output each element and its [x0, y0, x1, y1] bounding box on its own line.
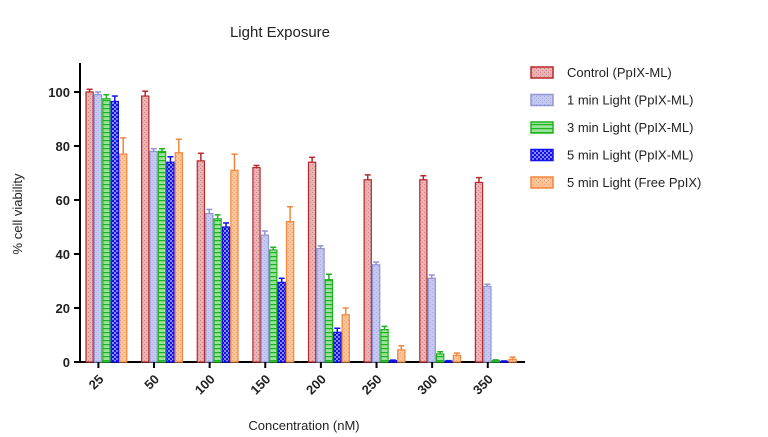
legend: Control (PpIX-ML) 1 min Light (PpIX-ML) 3 … — [530, 65, 701, 190]
legend-label: 1 min Light (PpIX-ML) — [567, 93, 693, 108]
x-tick-label: 200 — [303, 372, 329, 398]
bar — [341, 314, 350, 363]
bar — [307, 161, 317, 363]
legend-label: 5 min Light (Free PpIX) — [567, 175, 701, 190]
bar — [110, 100, 119, 363]
y-tick-label: 40 — [56, 247, 70, 262]
bar — [397, 349, 406, 363]
bar — [380, 329, 389, 363]
bar — [277, 281, 286, 363]
bar — [333, 331, 342, 363]
bar — [491, 360, 500, 363]
bar — [269, 249, 278, 363]
legend-label: Control (PpIX-ML) — [567, 65, 672, 80]
legend-swatch — [530, 93, 554, 107]
bar — [452, 354, 462, 363]
bar — [213, 218, 222, 363]
bar — [252, 167, 261, 363]
y-axis-label: % cell viability — [10, 173, 25, 254]
bar — [427, 277, 436, 363]
bar — [196, 160, 206, 363]
bar — [118, 153, 128, 363]
x-tick-label: 25 — [86, 372, 107, 393]
bar — [474, 181, 484, 363]
legend-swatch — [530, 148, 554, 162]
bar — [316, 248, 325, 363]
bar — [324, 279, 334, 363]
legend-swatch — [530, 176, 554, 189]
bar — [285, 221, 295, 363]
bar — [174, 152, 184, 363]
bar — [93, 94, 103, 363]
x-axis-label: Concentration (nM) — [248, 418, 359, 433]
bar — [419, 179, 428, 363]
x-tick-label: 150 — [247, 372, 273, 398]
legend-label: 5 min Light (PpIX-ML) — [567, 148, 693, 163]
y-tick-label: 0 — [63, 355, 70, 370]
x-tick-label: 300 — [414, 372, 440, 398]
x-tick-label: 350 — [470, 372, 496, 398]
chart-title: Light Exposure — [230, 24, 330, 41]
bar — [166, 161, 175, 363]
bar — [149, 150, 158, 363]
y-tick-label: 100 — [48, 85, 70, 100]
y-tick-label: 80 — [56, 139, 70, 154]
bar — [141, 95, 150, 363]
y-tick-label: 20 — [56, 301, 70, 316]
bar — [221, 226, 231, 363]
bar — [435, 353, 445, 363]
bar — [371, 264, 381, 363]
plot-area: 0 20 40 60 80 100 25 50 100 150 200 250 300 350 — [48, 63, 525, 397]
x-tick-label: 50 — [141, 372, 162, 393]
bar — [102, 98, 111, 363]
bar — [205, 212, 214, 363]
x-tick-label: 100 — [192, 372, 218, 398]
legend-swatch — [530, 66, 554, 79]
bar — [260, 234, 270, 363]
legend-swatch — [530, 121, 554, 134]
y-tick-label: 60 — [56, 193, 70, 208]
bar — [363, 179, 372, 363]
bar — [157, 150, 167, 363]
bar — [483, 285, 492, 363]
legend-label: 3 min Light (PpIX-ML) — [567, 120, 693, 135]
bar — [230, 169, 239, 363]
x-tick-label: 250 — [359, 372, 385, 398]
bar — [85, 91, 94, 363]
bar — [508, 358, 517, 363]
